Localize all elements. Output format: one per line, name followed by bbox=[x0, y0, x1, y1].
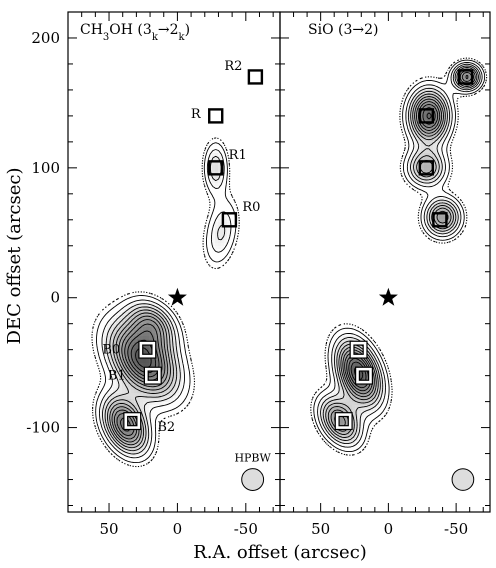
position-label-b1: B1 bbox=[108, 369, 126, 384]
contour-line bbox=[111, 315, 169, 443]
contour-line bbox=[348, 107, 436, 389]
position-box-r0 bbox=[221, 212, 238, 228]
lowest-contour bbox=[91, 137, 240, 468]
panel-title: CH3OH (3k→2k) bbox=[80, 22, 190, 43]
panel-title: SiO (3→2) bbox=[308, 22, 378, 38]
x-tick-label: 50 bbox=[99, 520, 118, 538]
position-box-b1 bbox=[145, 367, 161, 384]
beam-circle bbox=[451, 468, 475, 491]
contour-line bbox=[104, 306, 178, 452]
contour-line bbox=[99, 149, 232, 459]
x-tick-label: -50 bbox=[234, 520, 258, 538]
beam-circle bbox=[241, 468, 265, 491]
position-box-r2 bbox=[457, 69, 474, 85]
position-box-b0 bbox=[350, 341, 367, 358]
y-axis-title: DEC offset (arcsec) bbox=[4, 168, 25, 345]
position-label-b2: B2 bbox=[157, 420, 175, 435]
x-axis-title: R.A. offset (arcsec) bbox=[193, 542, 367, 563]
y-tick-label: 200 bbox=[31, 29, 60, 47]
position-label-b0: B0 bbox=[102, 343, 120, 358]
star-marker bbox=[378, 287, 398, 306]
x-tick-label: -50 bbox=[444, 520, 468, 538]
position-box-b1 bbox=[356, 367, 372, 384]
lowest-contour bbox=[310, 57, 488, 456]
position-box-r0 bbox=[432, 212, 448, 228]
hpbw-label: HPBW bbox=[234, 452, 271, 465]
position-box-r2 bbox=[247, 69, 264, 85]
y-tick-label: 0 bbox=[50, 289, 60, 307]
contour-line bbox=[135, 347, 152, 369]
ticks bbox=[68, 12, 280, 512]
position-box-r1 bbox=[418, 160, 435, 176]
panel-frame bbox=[67, 11, 281, 513]
position-label-r: R bbox=[191, 107, 202, 122]
contour-line bbox=[320, 63, 481, 445]
position-box-r1 bbox=[208, 160, 224, 176]
x-tick-label: 50 bbox=[311, 520, 330, 538]
plot-area bbox=[310, 57, 488, 456]
y-tick-label: -100 bbox=[26, 419, 60, 437]
position-box-r bbox=[208, 108, 224, 124]
star-marker bbox=[167, 287, 187, 306]
contour-line bbox=[322, 65, 479, 441]
ticks bbox=[280, 12, 490, 512]
position-box-b2 bbox=[124, 413, 141, 429]
x-tick-label: 0 bbox=[384, 520, 394, 538]
position-label-r2: R2 bbox=[224, 59, 242, 74]
contour-line bbox=[325, 66, 478, 438]
ch3oh-panel: R2 R R1 R0 B0 B1 B2 HPBW 50 0 -50 200 100 0 -100 CH3OH … bbox=[26, 11, 281, 538]
y-tick-label: 100 bbox=[31, 159, 60, 177]
contour-line bbox=[102, 155, 226, 455]
position-box-b2 bbox=[335, 413, 352, 429]
position-box-b0 bbox=[139, 341, 156, 358]
position-label-r0: R0 bbox=[242, 200, 260, 215]
sio-panel: 50 0 -50 SiO (3→2) bbox=[279, 11, 491, 538]
position-label-r1: R1 bbox=[229, 148, 247, 163]
plot-area bbox=[91, 69, 264, 468]
panel-frame bbox=[279, 11, 491, 513]
contour-line bbox=[116, 323, 163, 437]
position-box-r bbox=[418, 108, 435, 124]
x-tick-label: 0 bbox=[173, 520, 183, 538]
contour-line bbox=[95, 142, 237, 464]
contour-line bbox=[313, 59, 486, 453]
